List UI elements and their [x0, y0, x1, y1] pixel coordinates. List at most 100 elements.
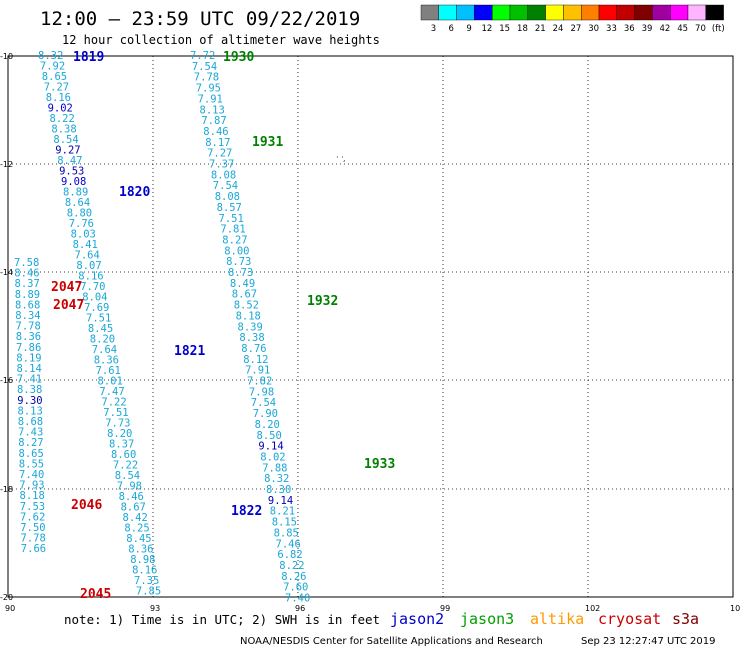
wave-height-value: 7.51: [86, 313, 111, 325]
legend-label: 36: [624, 24, 635, 34]
wave-height-value: 7.91: [245, 365, 270, 377]
wave-height-value: 8.30: [266, 484, 291, 496]
legend-label: 9: [466, 24, 471, 34]
wave-height-value: 8.38: [239, 332, 264, 344]
wave-height-value: 8.27: [18, 437, 43, 449]
wave-height-value: 7.64: [75, 250, 100, 262]
wave-height-value: 7.22: [113, 460, 138, 472]
wave-height-value: 8.42: [123, 512, 148, 524]
pass-number-label: 2047: [53, 298, 84, 313]
satellite-name-jason3: jason3: [460, 610, 514, 628]
y-tick-label: -10: [0, 52, 13, 61]
wave-height-value: 7.40: [19, 469, 44, 481]
wave-height-value: 7.51: [103, 407, 128, 419]
satellite-legend: jason2 jason3 altika cryosat s3a: [390, 610, 699, 628]
wave-height-value: 8.68: [18, 416, 43, 428]
wave-height-value: 8.46: [14, 268, 39, 280]
pass-number-label: 1819: [73, 50, 104, 65]
wave-height-value: 8.22: [50, 113, 75, 125]
legend-swatch: [527, 4, 546, 21]
wave-height-value: 8.67: [232, 289, 257, 301]
wave-height-value: 8.16: [78, 271, 103, 283]
wave-height-value: 8.14: [17, 363, 42, 375]
wave-height-value: 8.02: [260, 451, 285, 463]
wave-height-value: 7.82: [247, 376, 272, 388]
wave-height-value: 8.22: [279, 560, 304, 572]
wave-height-value: 7.41: [17, 374, 42, 386]
wave-height-value: 8.13: [18, 405, 43, 417]
wave-height-value: 7.98: [117, 481, 142, 493]
legend-swatch: [652, 4, 671, 21]
legend-swatch: [616, 4, 635, 21]
wave-height-value: 7.88: [262, 462, 287, 474]
wave-height-value: 8.52: [234, 300, 259, 312]
wave-height-value: 7.73: [105, 418, 130, 430]
y-tick-label: -16: [0, 376, 13, 385]
wave-height-value: 7.93: [19, 480, 44, 492]
pass-number-label: 1822: [231, 504, 262, 519]
wave-height-value: 8.68: [15, 299, 40, 311]
pass-number-label: 1820: [119, 185, 150, 200]
wave-height-value: 9.14: [258, 441, 283, 453]
wave-height-value: 8.32: [264, 473, 289, 485]
color-legend: 3 6 9 12 15 18 21 24 27 30 33 36 39 42 45 70 (ft): [420, 4, 725, 34]
pass-number-label: 1930: [223, 50, 254, 65]
wave-height-value: 8.54: [53, 134, 78, 146]
legend-swatch: [438, 4, 457, 21]
wave-height-value: 6.82: [277, 549, 302, 561]
wave-height-value: 7.43: [18, 427, 43, 439]
wave-height-value: 8.36: [16, 331, 41, 343]
wave-height-value: 8.89: [15, 289, 40, 301]
wave-height-value: 7.27: [44, 82, 69, 94]
wave-height-value: 8.41: [73, 239, 98, 251]
wave-height-value: 8.73: [228, 267, 253, 279]
y-tick-label: -20: [0, 593, 13, 602]
credit-line: NOAA/NESDIS Center for Satellite Applica…: [240, 636, 543, 647]
y-tick-label: -12: [0, 160, 13, 169]
wave-height-value: 7.50: [20, 522, 45, 534]
legend-label: 24: [553, 24, 564, 34]
wave-height-value: 7.66: [21, 543, 46, 555]
axis-ticks: -10 -12 -14 -16 -18 -20 90 93 96 99 102 105: [0, 52, 740, 613]
island-marker: · · ̧: [336, 153, 346, 162]
wave-height-value: 7.46: [276, 538, 301, 550]
wave-height-value: 9.27: [55, 145, 80, 157]
wave-height-value: 8.08: [215, 191, 240, 203]
wave-height-value: 7.92: [40, 61, 65, 73]
wave-height-value: 8.19: [16, 352, 41, 364]
wave-height-value: 8.20: [107, 428, 132, 440]
x-tick-label: 96: [295, 604, 305, 613]
satellite-name-cryosat: cryosat: [598, 610, 661, 628]
wave-height-value: 8.76: [241, 343, 266, 355]
legend-label: 21: [535, 24, 546, 34]
wave-height-value: 7.78: [21, 533, 46, 545]
wave-height-value: 8.38: [17, 384, 42, 396]
wave-height-value: 7.40: [285, 593, 310, 605]
wave-height-value: 8.49: [230, 278, 255, 290]
wave-height-value: 8.67: [121, 502, 146, 514]
satellite-name-s3a: s3a: [672, 610, 699, 628]
wave-height-value: 8.27: [222, 234, 247, 246]
wave-height-value: 8.60: [111, 449, 136, 461]
legend-label: 42: [659, 24, 670, 34]
wave-height-value: 8.45: [126, 533, 151, 545]
wave-height-value: 9.30: [17, 395, 42, 407]
wave-height-value: 8.55: [19, 458, 44, 470]
x-tick-label: 93: [150, 604, 160, 613]
wave-height-value: 8.20: [255, 419, 280, 431]
wave-height-value: 8.98: [130, 554, 155, 566]
wave-height-value: 8.47: [57, 155, 82, 167]
legend-label: 30: [588, 24, 599, 34]
wave-height-value: 7.51: [219, 213, 244, 225]
wave-height-value: 8.18: [236, 310, 261, 322]
wave-height-value: 8.32: [38, 50, 63, 62]
wave-height-value: 7.27: [207, 148, 232, 160]
legend-label: 12: [481, 24, 492, 34]
wave-height-value: 8.36: [94, 355, 119, 367]
legend-label: 33: [606, 24, 617, 34]
pass-number-label: 1931: [252, 135, 283, 150]
wave-height-value: 8.39: [238, 321, 263, 333]
wave-height-value: 7.87: [201, 115, 226, 127]
legend-swatch: [420, 4, 439, 21]
